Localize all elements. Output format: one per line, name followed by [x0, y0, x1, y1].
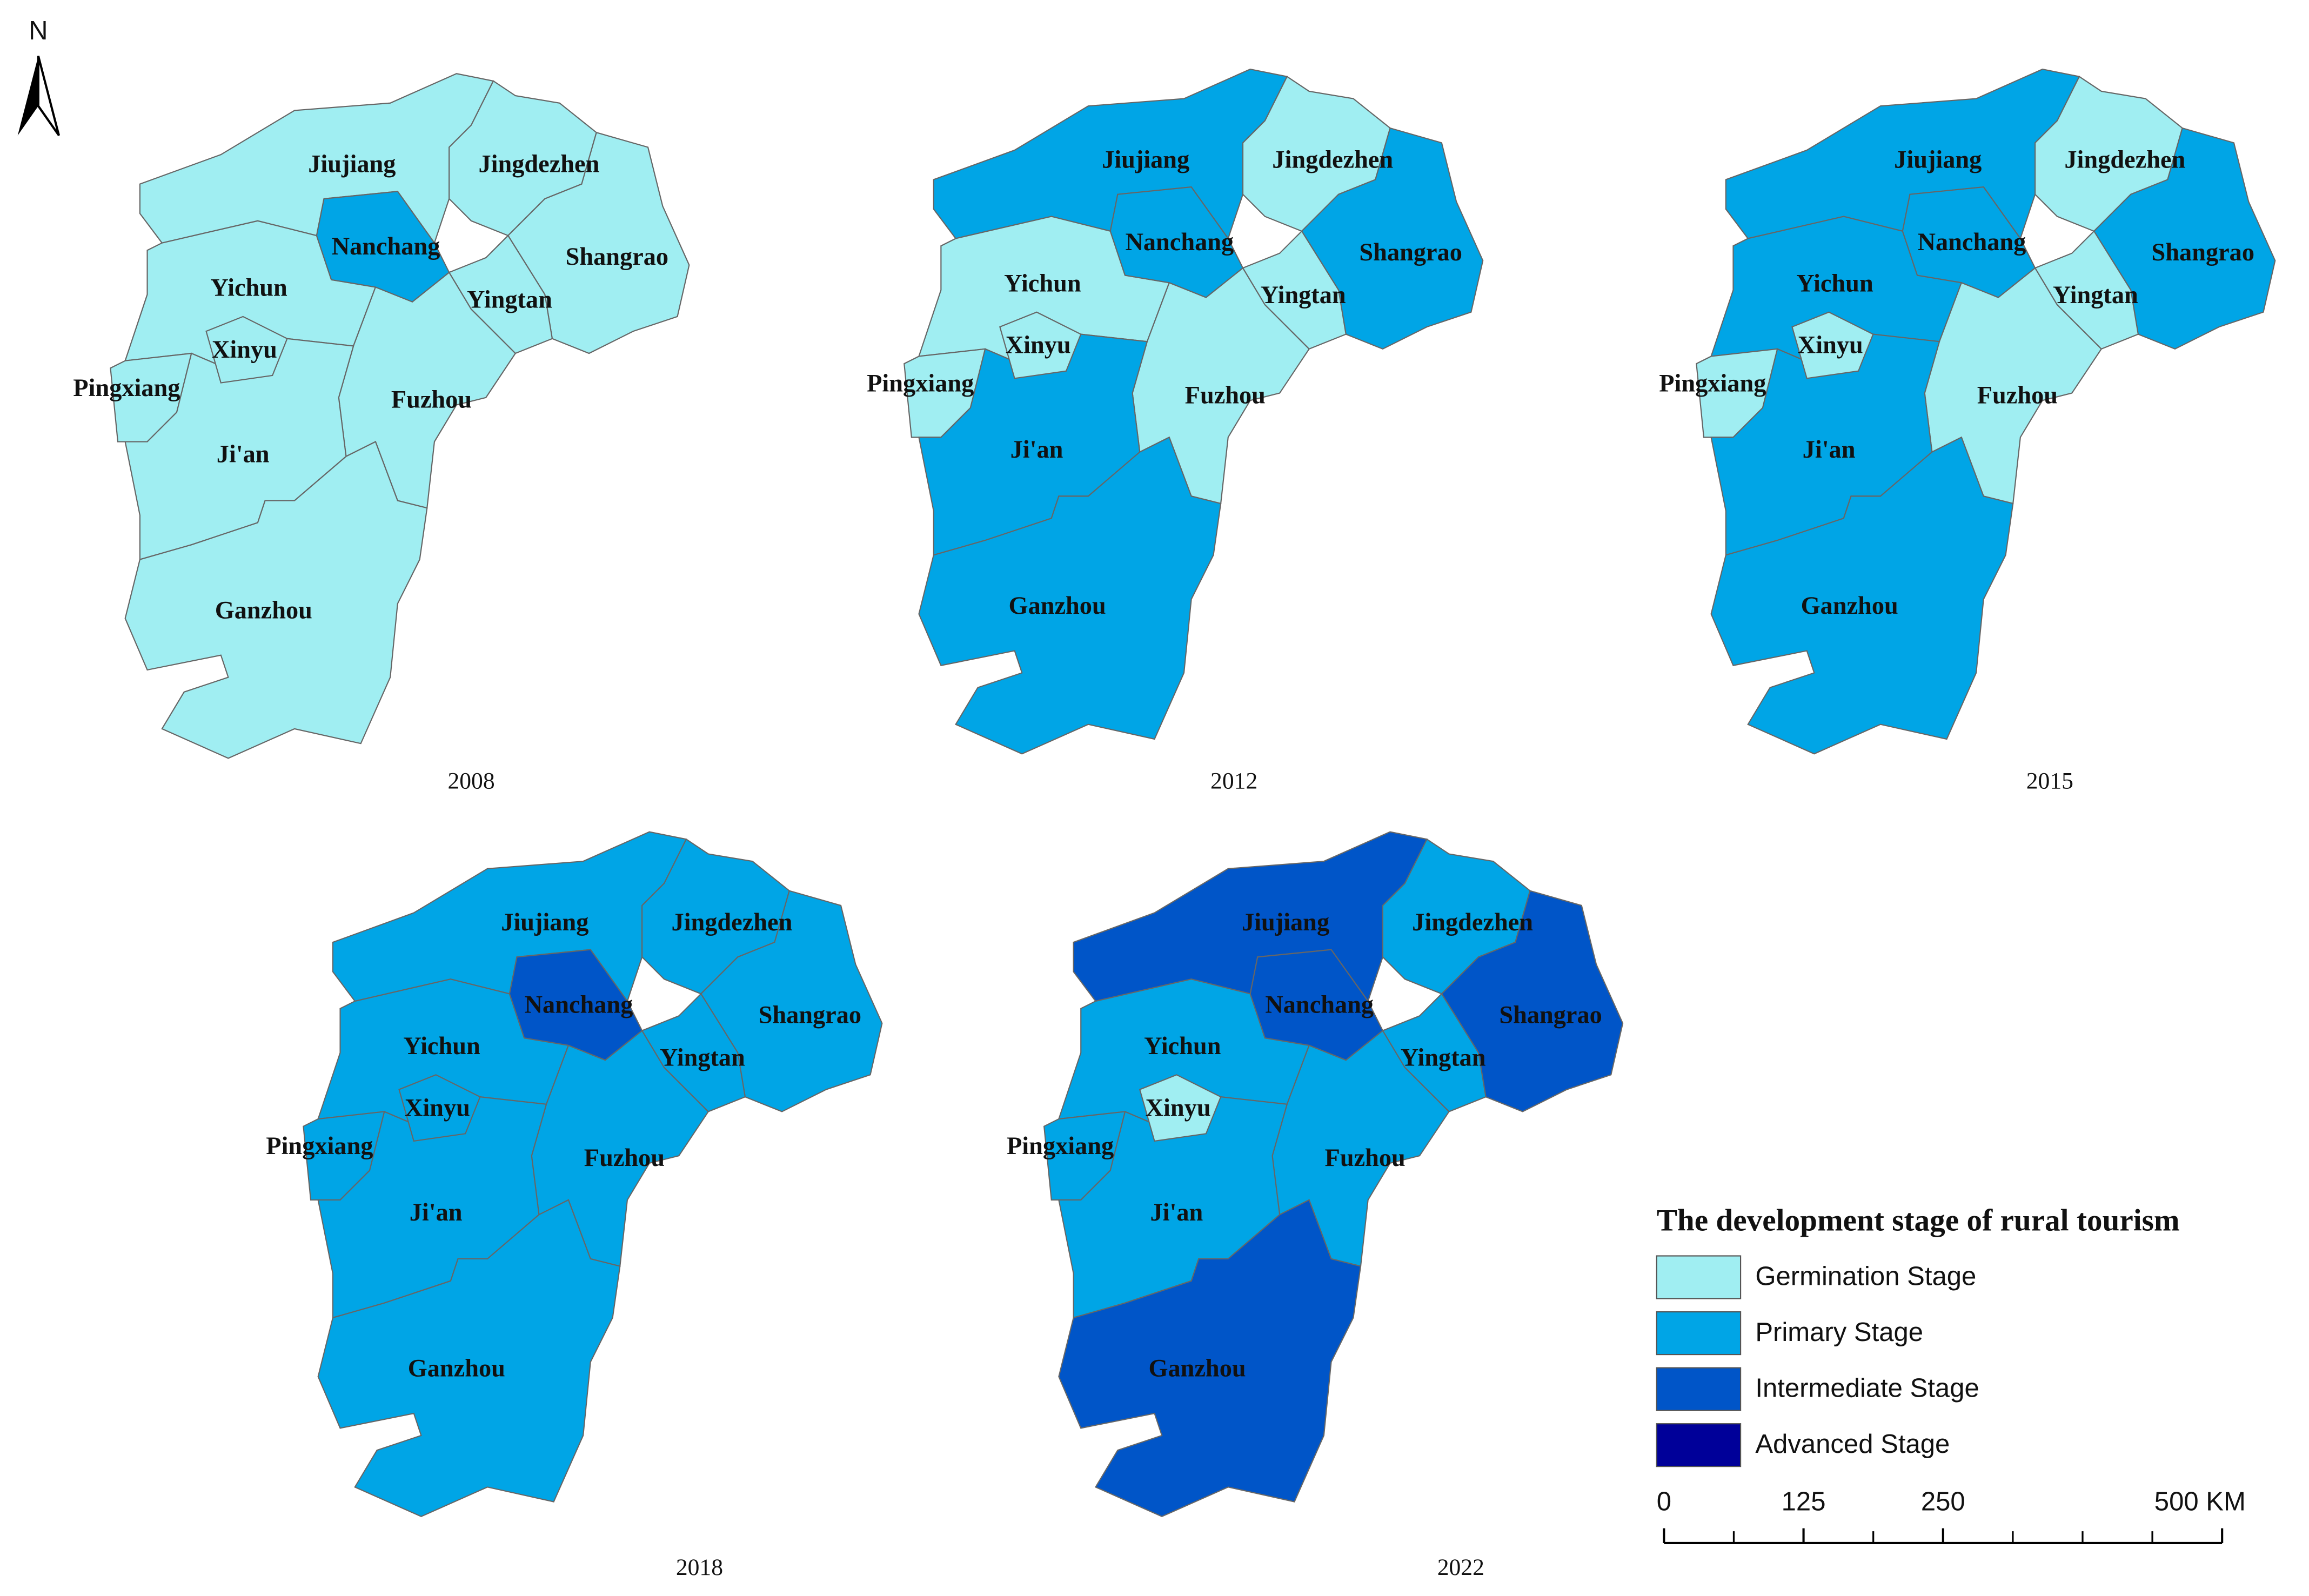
region-label: Xinyu	[1006, 332, 1071, 359]
region-label: Pingxiang	[1659, 370, 1766, 398]
region-label: Yichun	[1144, 1032, 1221, 1060]
region	[1139, 1074, 1222, 1142]
region	[448, 234, 553, 354]
region-label: Ganzhou	[1801, 592, 1898, 620]
region-label: Jingdezhen	[2064, 146, 2185, 173]
region	[398, 1074, 481, 1142]
region-label: Shangrao	[1499, 1002, 1602, 1029]
region-label: Ji'an	[1010, 436, 1063, 464]
region	[1058, 1199, 1362, 1518]
region-label: Shangrao	[1359, 239, 1462, 266]
region	[1382, 993, 1487, 1112]
region-label: Ganzhou	[1148, 1355, 1246, 1383]
region-label: Shangrao	[759, 1002, 861, 1029]
region-label: Yingtan	[467, 286, 552, 313]
region	[205, 316, 288, 384]
legend-swatch	[1656, 1255, 1742, 1299]
region-label: Nanchang	[1918, 229, 2026, 256]
region-label: Jiujiang	[501, 909, 588, 936]
legend-swatch	[1656, 1311, 1742, 1356]
region-label: Pingxiang	[1007, 1132, 1114, 1160]
legend-swatch	[1656, 1423, 1742, 1467]
scale-label: 500 KM	[2154, 1487, 2246, 1516]
legend-label: Advanced Stage	[1755, 1430, 1950, 1459]
legend-label: Germination Stage	[1755, 1262, 1976, 1291]
region-label: Yingtan	[660, 1044, 745, 1072]
region-label: Yichun	[1796, 270, 1873, 297]
region-label: Jingdezhen	[1272, 146, 1393, 173]
region-label: Xinyu	[1146, 1094, 1211, 1122]
region	[1710, 436, 2014, 755]
region-label: Nanchang	[332, 233, 440, 260]
region-label: Yingtan	[1261, 281, 1346, 309]
region-label: Ganzhou	[215, 596, 312, 624]
region-label: Nanchang	[1265, 991, 1374, 1019]
map-panel: Jiujiang Jingdezhen Shangrao Yichun Pingxian…	[1659, 68, 2276, 755]
region	[1791, 311, 1874, 379]
region-label: Fuzhou	[584, 1144, 665, 1172]
region-label: Xinyu	[405, 1094, 470, 1122]
legend-title: The development stage of rural tourism	[1657, 1204, 2180, 1238]
year-label: 2008	[447, 768, 494, 794]
region-label: Yichun	[1004, 270, 1081, 297]
map-panel: Jiujiang Jingdezhen Shangrao Yichun Pingxian…	[867, 68, 1484, 755]
map-panel: Jiujiang Jingdezhen Shangrao Yichun Pingxian…	[266, 831, 883, 1518]
region-label: Xinyu	[1798, 332, 1863, 359]
region-label: Ganzhou	[408, 1355, 505, 1383]
region-label: Ji'an	[1803, 436, 1856, 464]
legend-swatch	[1656, 1367, 1742, 1411]
region-label: Yichun	[403, 1032, 480, 1060]
year-label: 2012	[1210, 768, 1257, 794]
region-label: Ji'an	[217, 440, 270, 468]
region-label: Shangrao	[2152, 239, 2254, 266]
region-label: Jiujiang	[1242, 909, 1329, 936]
scale-label: 125	[1782, 1487, 1826, 1516]
region-label: Fuzhou	[1185, 381, 1266, 409]
region-label: Jiujiang	[1894, 146, 1982, 173]
region-label: Ji'an	[410, 1199, 463, 1226]
region-label: Shangrao	[566, 243, 668, 271]
region-label: Pingxiang	[73, 374, 180, 402]
region	[317, 1199, 621, 1518]
region-label: Ji'an	[1150, 1199, 1203, 1226]
region-label: Fuzhou	[1325, 1144, 1406, 1172]
legend-label: Primary Stage	[1755, 1318, 1923, 1347]
region-label: Jiujiang	[1102, 146, 1189, 173]
scale-label: 0	[1657, 1487, 1671, 1516]
region	[918, 436, 1222, 755]
legend-label: Intermediate Stage	[1755, 1373, 1979, 1403]
year-label: 2018	[676, 1554, 723, 1580]
region-label: Pingxiang	[867, 370, 974, 398]
region-label: Jingdezhen	[478, 151, 599, 178]
region-label: Yingtan	[2053, 281, 2138, 309]
region-label: Yichun	[210, 274, 287, 301]
region-label: Jingdezhen	[1412, 909, 1533, 936]
north-arrow	[17, 56, 38, 136]
region-label: Yingtan	[1401, 1044, 1486, 1072]
region-label: Jiujiang	[308, 151, 396, 178]
map-panel: Jiujiang Jingdezhen Shangrao Yichun Pingxian…	[73, 73, 690, 759]
region	[1242, 230, 1347, 350]
north-label: N	[29, 16, 48, 45]
region-label: Fuzhou	[1977, 381, 2058, 409]
region	[124, 441, 428, 759]
scale-label: 250	[1921, 1487, 1965, 1516]
year-label: 2022	[1437, 1554, 1484, 1580]
region-label: Nanchang	[1125, 229, 1234, 256]
region-label: Ganzhou	[1009, 592, 1106, 620]
region-label: Xinyu	[212, 336, 277, 364]
region	[999, 311, 1082, 379]
map-panel: Jiujiang Jingdezhen Shangrao Yichun Pingxian…	[1007, 831, 1624, 1518]
region	[641, 993, 746, 1112]
region-label: Nanchang	[525, 991, 633, 1019]
year-label: 2015	[2026, 768, 2073, 794]
region	[2034, 230, 2139, 350]
region-label: Pingxiang	[266, 1132, 373, 1160]
region-label: Fuzhou	[391, 386, 472, 414]
region-label: Jingdezhen	[671, 909, 792, 936]
north-arrow	[37, 56, 61, 136]
